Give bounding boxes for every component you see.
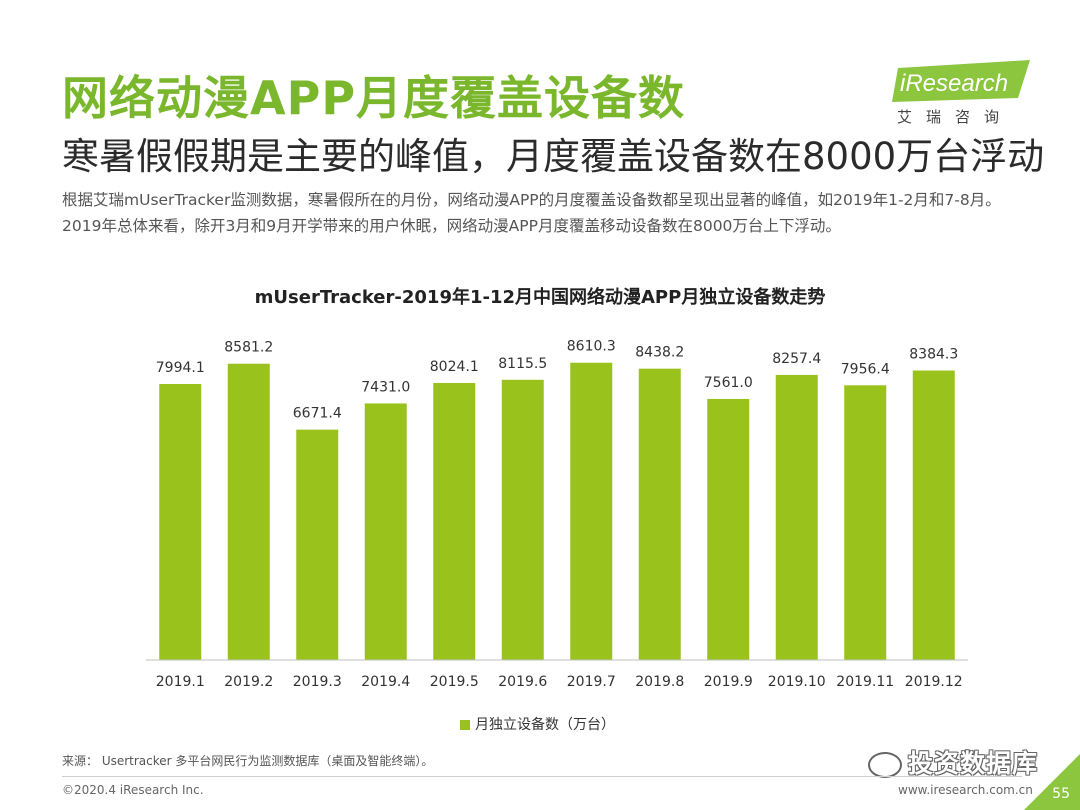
watermark-text: 投资数据库 [908,749,1039,778]
copyright: ©2020.4 iResearch Inc. [62,783,204,797]
bar-2019.7 [570,362,613,660]
chart-legend: 月独立设备数（万台） [460,714,615,734]
data-label: 8438.2 [635,345,684,361]
x-tick-label: 2019.6 [498,674,547,690]
data-label: 7431.0 [361,379,410,395]
data-label: 7994.1 [156,360,205,376]
bar-2019.1 [159,383,202,660]
data-label: 8581.2 [224,340,273,356]
x-tick-label: 2019.7 [567,674,616,690]
x-tick-label: 2019.1 [156,674,205,690]
bar-2019.5 [433,382,476,660]
data-label: 8115.5 [498,356,547,372]
bar-2019.12 [912,370,955,660]
data-label: 8384.3 [909,347,958,363]
x-tick-label: 2019.10 [768,674,826,690]
page-number: 55 [1052,786,1070,802]
bar-2019.10 [775,374,818,660]
bar-chart: 7994.1 2019.1 8581.2 2019.2 6671.4 2019.3 7431… [146,339,968,690]
watermark: 投资数据库 [868,744,1038,780]
wechat-icon [868,752,902,778]
x-tick-label: 2019.3 [293,674,342,690]
data-label: 6671.4 [293,406,342,422]
logo-chinese-name: 艾瑞咨询 [897,108,1014,126]
iresearch-logo: iResearch [892,60,1030,102]
x-tick-label: 2019.8 [635,674,684,690]
data-label: 7956.4 [841,361,890,377]
page-title: 网络动漫APP月度覆盖设备数 [62,71,686,125]
bar-2019.3 [296,429,339,660]
data-label: 7561.0 [704,375,753,391]
data-label: 8257.4 [772,351,821,367]
description-paragraph: 根据艾瑞mUserTracker监测数据，寒暑假所在的月份，网络动漫APP的月度… [62,191,1001,235]
source-note: 来源： Usertracker 多平台网民行为监测数据库（桌面及智能终端）。 [62,754,434,768]
bar-2019.11 [844,385,887,660]
legend-swatch [460,720,470,730]
svg-text:iResearch: iResearch [900,70,1008,97]
chart-title: mUserTracker-2019年1-12月中国网络动漫APP月独立设备数走势 [254,287,826,308]
bar-2019.6 [501,379,544,660]
bar-2019.4 [364,403,407,660]
data-label: 8610.3 [567,339,616,355]
x-tick-label: 2019.12 [905,674,963,690]
x-tick-label: 2019.4 [361,674,410,690]
corner-accent [1024,754,1080,810]
website-url: www.iresearch.com.cn [898,783,1033,797]
bar-2019.8 [638,368,681,660]
bar-2019.2 [227,363,270,660]
x-tick-label: 2019.11 [836,674,894,690]
data-label: 8024.1 [430,359,479,375]
x-tick-label: 2019.5 [430,674,479,690]
bar-2019.9 [707,398,750,660]
x-tick-label: 2019.2 [224,674,273,690]
page-subtitle: 寒暑假假期是主要的峰值，月度覆盖设备数在8000万台浮动 [62,135,1045,178]
x-tick-label: 2019.9 [704,674,753,690]
legend-label: 月独立设备数（万台） [475,717,615,733]
footer-divider [62,776,1022,777]
